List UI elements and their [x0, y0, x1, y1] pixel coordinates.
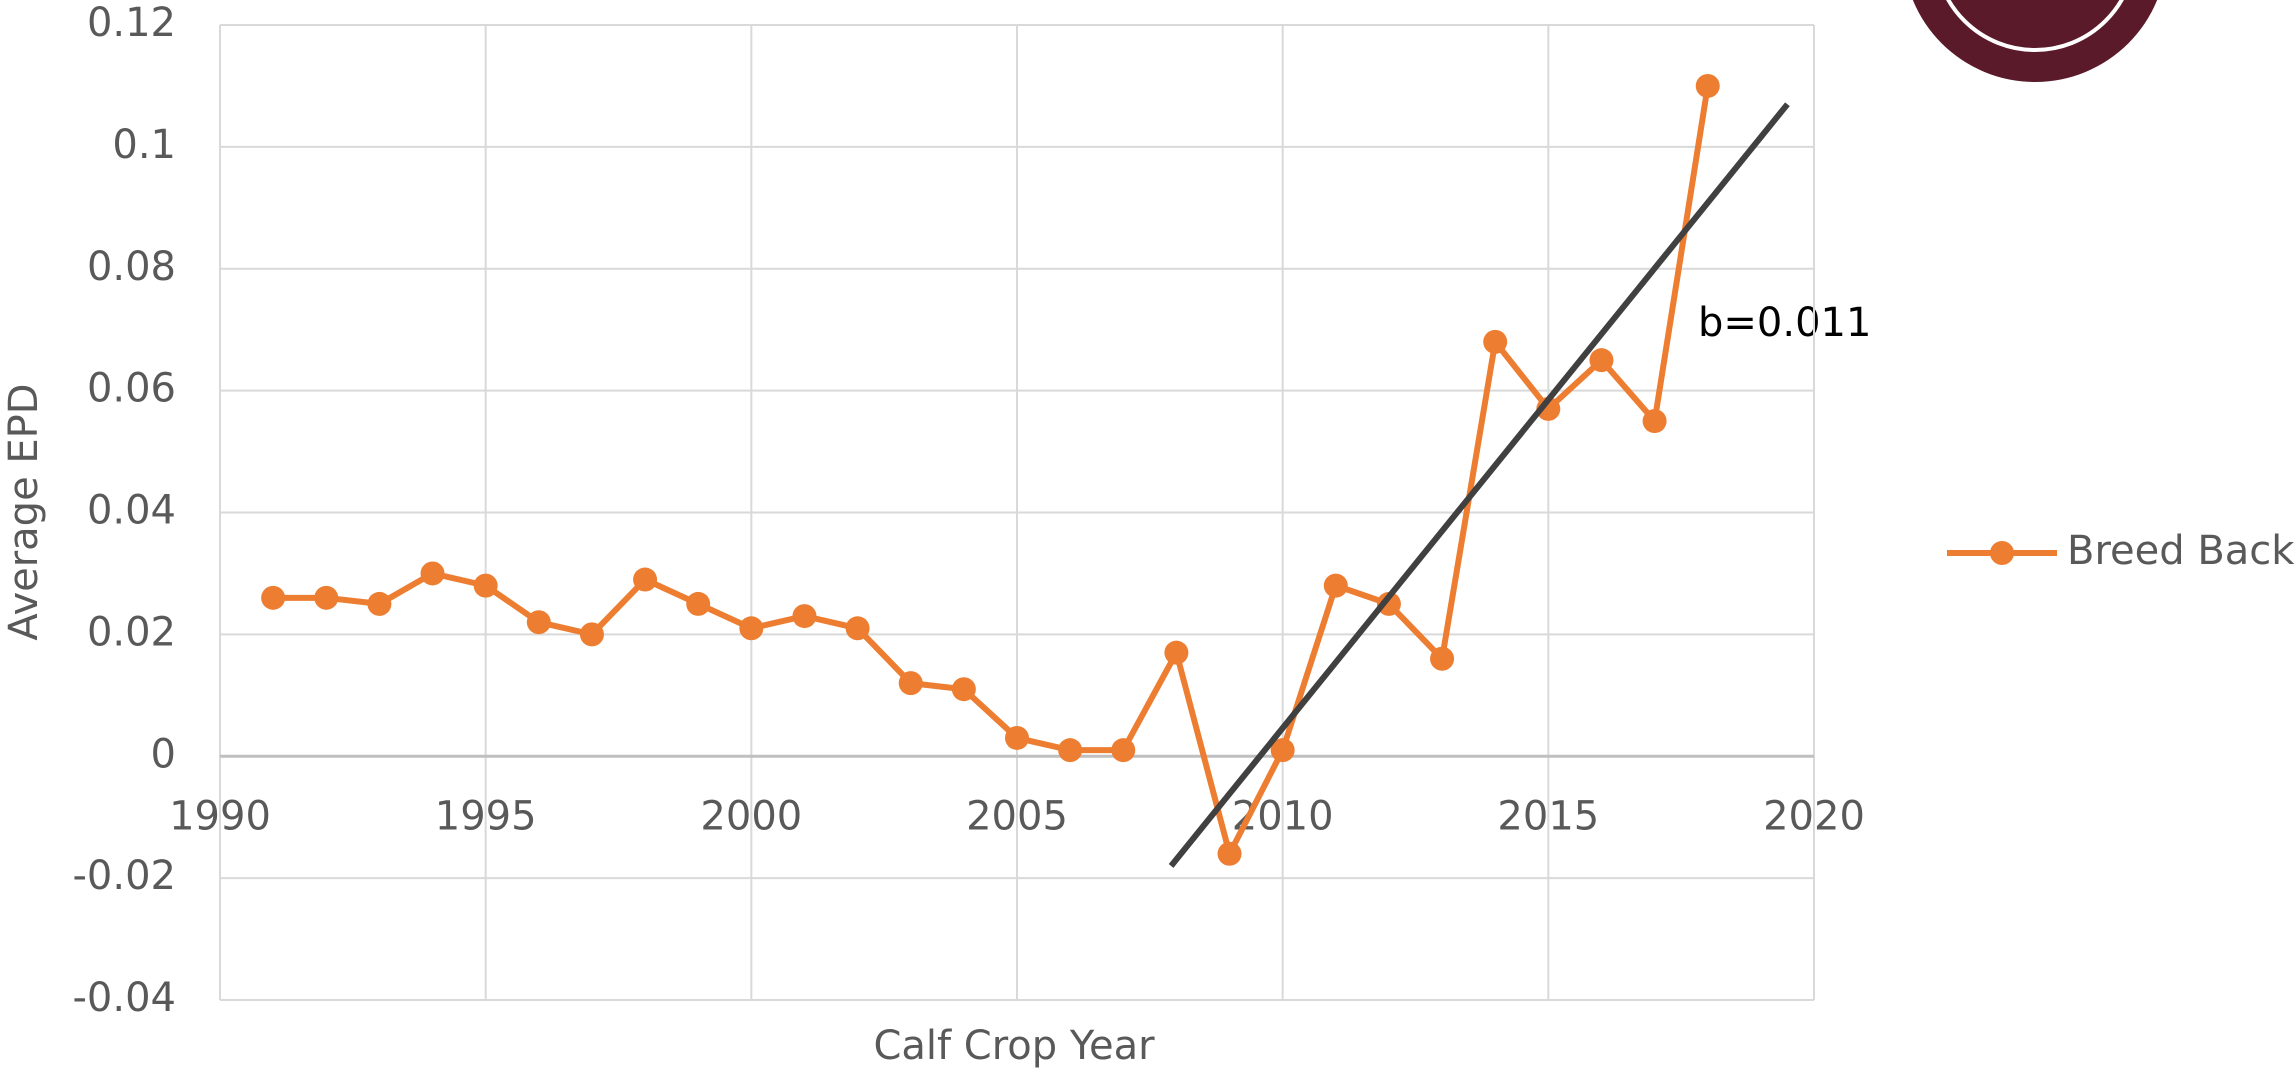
data-point [898, 671, 923, 696]
y-tick-label: 0.1 [112, 122, 176, 168]
y-tick-label: -0.04 [73, 975, 177, 1021]
data-point [579, 622, 604, 647]
x-tick-label: 1995 [435, 793, 537, 839]
data-point [686, 591, 711, 616]
x-tick-label: 2000 [700, 793, 802, 839]
y-tick-label: 0 [151, 731, 176, 777]
data-point [1695, 73, 1720, 98]
x-tick-label: 1990 [169, 793, 271, 839]
logo [1912, 0, 2158, 82]
data-point [1270, 738, 1295, 763]
data-point [1483, 329, 1508, 354]
data-point [1164, 640, 1189, 665]
legend-marker [1990, 541, 2014, 565]
y-tick-label: -0.02 [73, 853, 177, 899]
data-point [314, 585, 339, 610]
trendline [1168, 102, 1790, 868]
data-point [633, 567, 658, 592]
data-point [420, 561, 445, 586]
x-tick-label: 2005 [966, 793, 1068, 839]
data-point [1058, 738, 1083, 763]
data-point [261, 585, 286, 610]
data-point [1642, 409, 1667, 434]
data-point [1005, 725, 1029, 750]
data-point [1323, 573, 1348, 598]
data-point [367, 591, 392, 616]
data-point [951, 677, 976, 702]
data-point [792, 604, 817, 629]
y-tick-label: 0.04 [87, 488, 176, 534]
data-point [1430, 646, 1455, 671]
x-tick-label: 2020 [1763, 793, 1865, 839]
y-tick-label: 0.02 [87, 609, 176, 655]
data-point [1217, 841, 1242, 866]
data-point [473, 573, 498, 598]
annotation: b=0.011 [1698, 300, 1871, 346]
x-tick-label: 2015 [1497, 793, 1599, 839]
y-axis-title: Average EPD [1, 383, 47, 640]
data-point [1589, 348, 1614, 373]
legend-label: Breed Back [2067, 528, 2295, 574]
data-point [845, 616, 870, 641]
data-point [739, 616, 764, 641]
data-point [1376, 591, 1401, 616]
data-point [1111, 738, 1136, 763]
y-tick-label: 0.06 [87, 366, 176, 412]
x-axis-title: Calf Crop Year [873, 1023, 1155, 1069]
y-tick-label: 0.08 [87, 244, 176, 290]
y-tick-label: 0.12 [87, 0, 176, 46]
data-point [526, 610, 551, 635]
